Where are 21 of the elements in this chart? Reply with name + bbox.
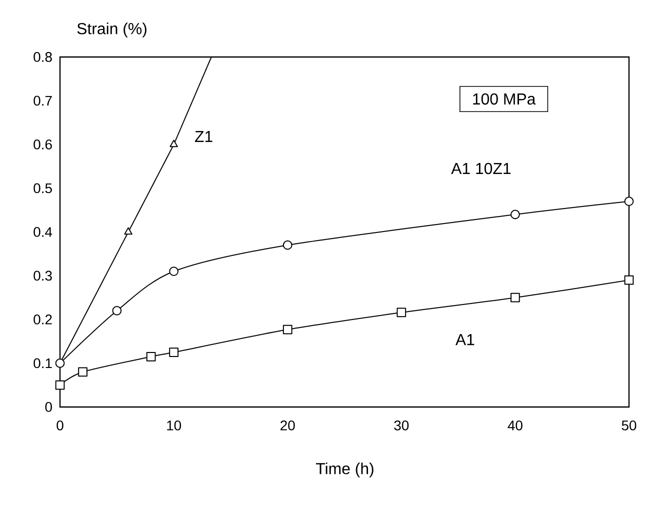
y-tick-label: 0.5 bbox=[34, 183, 52, 194]
x-tick-label: 0 bbox=[56, 420, 64, 430]
x-tick-label: 50 bbox=[622, 420, 636, 430]
x-tick-label: 20 bbox=[280, 420, 295, 430]
text: A1 10Z1 bbox=[451, 162, 511, 174]
y-tick-label: 0.7 bbox=[34, 96, 52, 106]
y-tick-label: 0.1 bbox=[34, 358, 52, 368]
annotation: 100 MPa bbox=[473, 93, 536, 105]
x-tick-label: 30 bbox=[394, 420, 409, 430]
series-label: A1 bbox=[455, 334, 474, 346]
y-tick-label: 0.6 bbox=[34, 140, 52, 150]
y-tick-label: 0.3 bbox=[34, 270, 52, 281]
y-axis-title: Strain (%) bbox=[77, 22, 146, 38]
y-tick-label: 0.4 bbox=[34, 227, 52, 237]
x-axis-title: Time (h) bbox=[316, 462, 374, 478]
x-tick-label: 10 bbox=[167, 420, 182, 430]
x-tick-label: 40 bbox=[508, 420, 522, 430]
y-tick-label: 0.2 bbox=[34, 314, 52, 324]
y-tick-label: 0.8 bbox=[34, 52, 52, 62]
series-label: Z1 bbox=[195, 131, 212, 142]
y-tick-label: 0 bbox=[45, 402, 52, 412]
